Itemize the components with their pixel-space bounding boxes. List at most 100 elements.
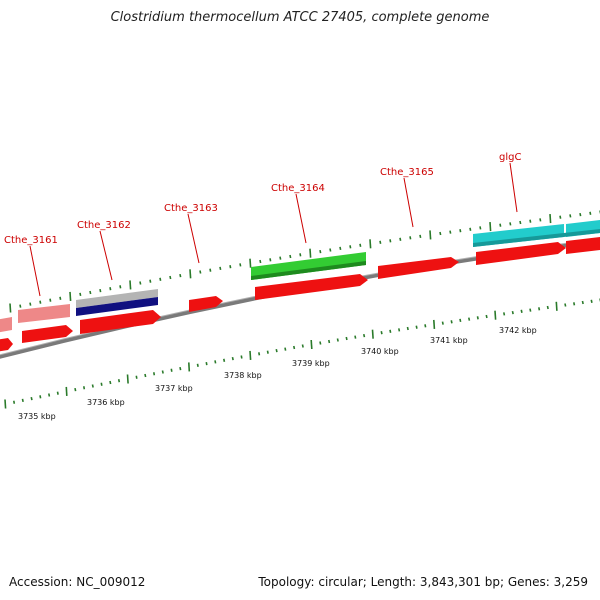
major-tick — [549, 214, 552, 224]
minor-tick — [336, 338, 339, 342]
minor-tick — [319, 341, 322, 345]
cds-arrow[interactable] — [378, 257, 459, 279]
minor-tick — [39, 395, 42, 399]
kbp-label: 3735 kbp — [18, 412, 56, 421]
minor-tick — [301, 344, 304, 348]
minor-tick — [424, 324, 427, 328]
cds-arrow[interactable] — [0, 338, 13, 352]
minor-tick — [205, 361, 208, 366]
minor-tick — [503, 312, 506, 316]
minor-tick — [89, 290, 92, 295]
cds-arrow[interactable] — [22, 325, 73, 343]
minor-tick — [170, 368, 173, 372]
minor-tick — [380, 331, 383, 335]
kbp-label: 3742 kbp — [499, 326, 537, 335]
minor-tick — [564, 303, 567, 307]
gene-label-layer: Cthe_3161 Cthe_3162 Cthe_3163 Cthe_3164 … — [4, 152, 521, 297]
minor-tick — [79, 292, 82, 297]
minor-tick — [49, 298, 52, 302]
navy-feature[interactable] — [76, 297, 158, 316]
minor-tick — [229, 265, 232, 269]
minor-tick — [299, 253, 302, 257]
minor-tick — [419, 234, 422, 239]
minor-tick — [469, 227, 472, 231]
gene-label[interactable]: Cthe_3162 — [77, 220, 131, 231]
minor-tick — [13, 400, 16, 404]
minor-tick — [223, 358, 226, 362]
minor-tick — [159, 277, 162, 281]
grey-feature[interactable] — [76, 289, 158, 308]
minor-tick — [499, 223, 502, 227]
leader-line — [509, 162, 518, 213]
major-tick — [433, 319, 436, 329]
minor-tick — [275, 348, 278, 353]
genome-summary: Topology: circular; Length: 3,843,301 bp… — [258, 575, 588, 589]
minor-tick — [231, 356, 234, 361]
minor-tick — [509, 222, 512, 226]
minor-tick — [284, 347, 287, 351]
minor-tick — [520, 309, 523, 313]
minor-tick — [100, 382, 103, 386]
gene-label[interactable]: Cthe_3161 — [4, 235, 58, 246]
cds-arrow[interactable] — [566, 237, 600, 254]
major-tick — [489, 222, 492, 232]
kbp-scale: 3735 kbp 3736 kbp 3737 kbp 3738 kbp 3739… — [18, 326, 537, 421]
minor-tick — [83, 386, 86, 390]
minor-tick — [406, 326, 409, 331]
minor-tick — [239, 263, 242, 267]
minor-tick — [240, 355, 243, 359]
minor-tick — [219, 266, 222, 271]
gene-label[interactable]: Cthe_3164 — [271, 183, 325, 194]
minor-tick — [459, 229, 462, 233]
minor-tick — [379, 240, 382, 244]
cds-arrow[interactable] — [80, 310, 161, 334]
kbp-label: 3740 kbp — [361, 347, 399, 356]
minor-tick — [19, 304, 22, 308]
minor-tick — [439, 231, 442, 236]
minor-tick — [179, 273, 182, 278]
minor-tick — [21, 398, 24, 403]
feature-track — [0, 220, 600, 333]
minor-tick — [319, 249, 322, 254]
minor-tick — [546, 305, 549, 310]
major-tick — [494, 310, 497, 320]
minor-tick — [345, 336, 348, 341]
cds-arrow[interactable] — [476, 242, 566, 265]
rrna-feature[interactable] — [0, 317, 12, 333]
minor-tick — [468, 317, 471, 321]
gene-label[interactable]: Cthe_3163 — [164, 203, 218, 214]
major-tick — [310, 339, 313, 350]
minor-tick — [209, 268, 212, 272]
minor-tick — [293, 345, 296, 350]
minor-tick — [459, 318, 462, 323]
minor-tick — [476, 316, 479, 320]
cds-arrow[interactable] — [189, 296, 223, 312]
major-tick — [9, 303, 12, 313]
major-tick — [69, 291, 72, 301]
minor-tick — [529, 308, 532, 312]
major-tick — [188, 362, 191, 372]
minor-tick — [153, 372, 156, 376]
minor-tick — [214, 360, 217, 364]
minor-tick — [109, 287, 112, 291]
minor-tick — [279, 256, 282, 260]
cds-track — [0, 237, 600, 352]
minor-tick — [144, 373, 147, 378]
major-tick — [249, 350, 252, 360]
rrna-feature[interactable] — [18, 304, 70, 323]
leader-line — [295, 193, 307, 244]
gene-label[interactable]: Cthe_3165 — [380, 167, 434, 178]
minor-tick — [579, 212, 582, 217]
minor-tick — [196, 363, 199, 367]
gene-label[interactable]: glgC — [499, 152, 521, 163]
leader-line — [187, 213, 200, 264]
leader-line — [99, 230, 113, 281]
kbp-label: 3736 kbp — [87, 398, 125, 407]
inner-tick-ring — [4, 298, 600, 409]
cds-arrow[interactable] — [255, 274, 368, 300]
minor-tick — [389, 239, 392, 243]
minor-tick — [119, 285, 122, 289]
minor-tick — [559, 215, 562, 219]
minor-tick — [259, 259, 262, 264]
